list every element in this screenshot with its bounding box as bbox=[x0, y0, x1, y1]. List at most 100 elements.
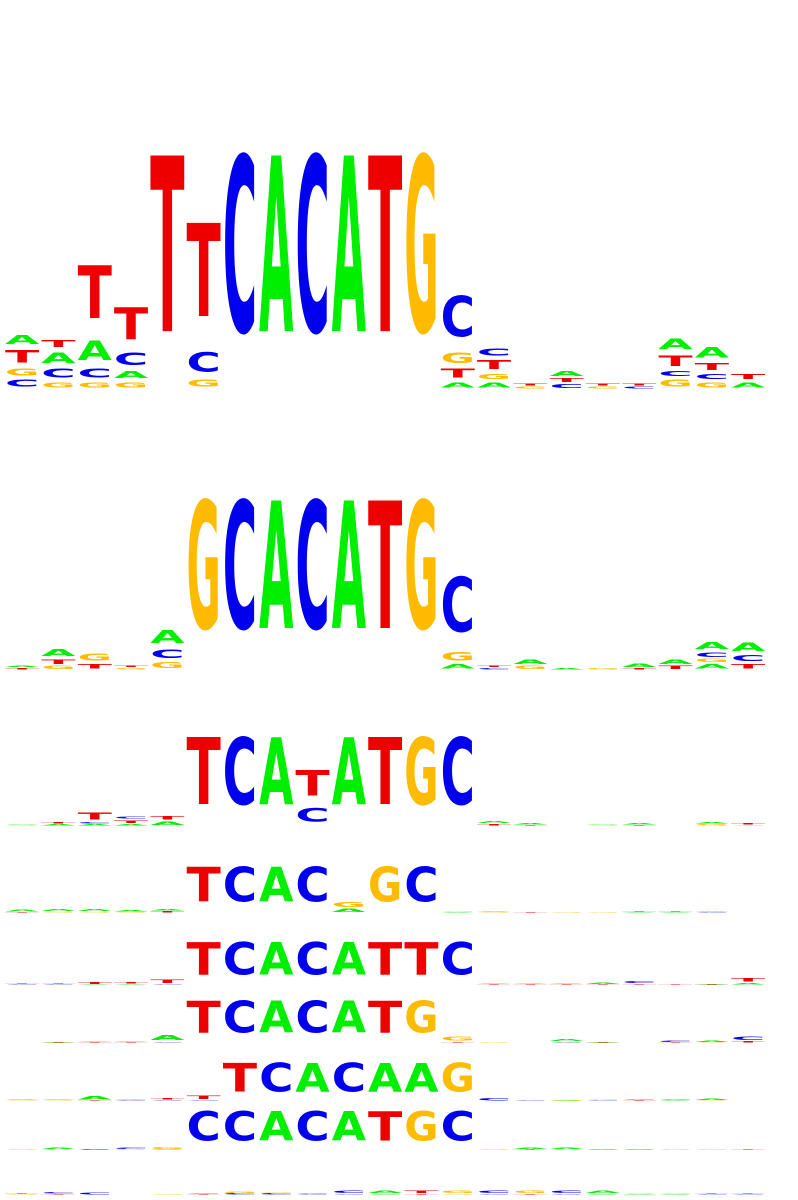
logo-letter-t: T bbox=[41, 659, 76, 666]
logo-letter-a: A bbox=[332, 468, 366, 671]
logo-letter-t: T bbox=[150, 108, 184, 389]
logo-letter-g: G bbox=[187, 466, 221, 670]
logo-letter-c: C bbox=[78, 1192, 112, 1195]
logo-letter-t: T bbox=[622, 668, 657, 670]
logo-letter-c: C bbox=[695, 372, 729, 380]
logo-letter-a: A bbox=[731, 381, 766, 389]
logo-letter-a: A bbox=[259, 107, 293, 388]
logo-letter-g: G bbox=[477, 1042, 511, 1043]
logo-letter-g: G bbox=[586, 1099, 620, 1100]
logo-letter-g: G bbox=[187, 378, 221, 389]
logo-letter-c: C bbox=[223, 719, 257, 826]
logo-letter-t: T bbox=[150, 815, 185, 820]
logo-letter-g: G bbox=[586, 386, 620, 389]
logo-letter-c: C bbox=[187, 1105, 221, 1151]
logo-letter-a: A bbox=[41, 1099, 76, 1100]
logo-letter-t: T bbox=[187, 718, 222, 826]
logo-letter-a: A bbox=[695, 822, 730, 824]
logo-letter-c: C bbox=[695, 652, 729, 659]
logo-letter-a: A bbox=[114, 1041, 149, 1042]
logo-letter-a: A bbox=[622, 663, 657, 667]
logo-letter-g: G bbox=[5, 1194, 39, 1195]
logo-letter-t: T bbox=[695, 361, 730, 372]
logo-letter-a: A bbox=[78, 1149, 113, 1150]
logo-letter-a: A bbox=[404, 1055, 439, 1101]
logo-letter-t: T bbox=[731, 977, 766, 982]
logo-letter-c: C bbox=[5, 984, 39, 985]
logo-letter-a: A bbox=[114, 984, 149, 985]
logo-letter-c: C bbox=[731, 1194, 765, 1195]
logo-letter-a: A bbox=[259, 468, 293, 671]
logo-letter-a: A bbox=[5, 333, 39, 347]
logo-letter-a: A bbox=[332, 107, 366, 388]
logo-letter-a: A bbox=[78, 984, 113, 985]
logo-letter-t: T bbox=[731, 663, 766, 670]
logo-letter-c: C bbox=[259, 1056, 293, 1101]
logo-letter-a: A bbox=[41, 349, 76, 366]
logo-letter-c: C bbox=[187, 1192, 221, 1193]
logo-letter-g: G bbox=[622, 1193, 656, 1194]
logo-letter-c: C bbox=[295, 858, 329, 913]
logo-letter-t: T bbox=[404, 1189, 439, 1193]
logo-letter-a: A bbox=[332, 720, 366, 827]
logo-letter-g: G bbox=[41, 912, 75, 913]
logo-letter-g: G bbox=[731, 825, 765, 826]
logo-letter-t: T bbox=[731, 1193, 766, 1194]
logo-letter-g: G bbox=[441, 911, 475, 912]
logo-letter-a: A bbox=[150, 821, 185, 826]
logo-letter-a: A bbox=[150, 1034, 185, 1042]
logo-letter-t: T bbox=[150, 979, 185, 984]
logo-letter-a: A bbox=[658, 1100, 693, 1101]
logo-letter-g: G bbox=[5, 1100, 39, 1101]
logo-letter-c: C bbox=[78, 367, 112, 381]
logo-letter-c: C bbox=[622, 981, 656, 984]
logo-letter-a: A bbox=[658, 1194, 693, 1195]
logo-letter-a: A bbox=[586, 1189, 621, 1193]
logo-letter-a: A bbox=[368, 1055, 403, 1101]
logo-letter-c: C bbox=[150, 647, 184, 661]
logo-letter-a: A bbox=[114, 910, 149, 912]
logo-letter-t: T bbox=[622, 910, 657, 911]
logo-letter-t: T bbox=[658, 984, 693, 985]
logo-letter-a: A bbox=[332, 909, 367, 914]
logo-letter-t: T bbox=[41, 1042, 76, 1043]
logo-letter-c: C bbox=[295, 467, 329, 671]
logo-letter-g: G bbox=[695, 1042, 729, 1043]
logo-letter-t: T bbox=[513, 912, 548, 913]
logo-letter-c: C bbox=[586, 1100, 620, 1101]
logo-letter-g: G bbox=[150, 1147, 184, 1150]
logo-letter-t: T bbox=[695, 984, 730, 985]
logo-letter-c: C bbox=[295, 1194, 329, 1195]
logo-letter-a: A bbox=[731, 640, 765, 654]
logo-letter-a: A bbox=[550, 668, 585, 670]
logo-letter-a: A bbox=[586, 1194, 621, 1195]
logo-letter-c: C bbox=[332, 1056, 366, 1101]
logo-letter-t: T bbox=[695, 1193, 730, 1194]
logo-letter-a: A bbox=[550, 1100, 585, 1101]
logo-letter-g: G bbox=[441, 350, 475, 367]
logo-letter-a: A bbox=[513, 823, 548, 825]
logo-letter-g: G bbox=[150, 661, 184, 670]
logo-letter-c: C bbox=[550, 1194, 584, 1195]
logo-letter-t: T bbox=[114, 820, 149, 824]
logo-letter-a: A bbox=[259, 1104, 294, 1150]
logo-letter-g: G bbox=[41, 665, 75, 670]
logo-letter-a: A bbox=[332, 993, 366, 1044]
logo-letter-a: A bbox=[441, 381, 476, 389]
logo-letter-t: T bbox=[78, 981, 113, 984]
logo-letter-t: T bbox=[187, 198, 221, 347]
logo-letter-a: A bbox=[114, 1099, 149, 1100]
logo-letter-c: C bbox=[223, 108, 257, 388]
logo-letter-c: C bbox=[441, 934, 475, 985]
logo-letter-t: T bbox=[114, 665, 149, 667]
logo-letter-t: T bbox=[550, 378, 585, 384]
logo-letter-t: T bbox=[658, 1042, 693, 1043]
logo-letter-t: T bbox=[150, 911, 185, 913]
logo-letter-c: C bbox=[223, 934, 257, 985]
logo-letter-c: C bbox=[731, 654, 765, 663]
logo-letter-g: G bbox=[550, 1100, 584, 1101]
logo-letter-c: C bbox=[295, 934, 329, 985]
